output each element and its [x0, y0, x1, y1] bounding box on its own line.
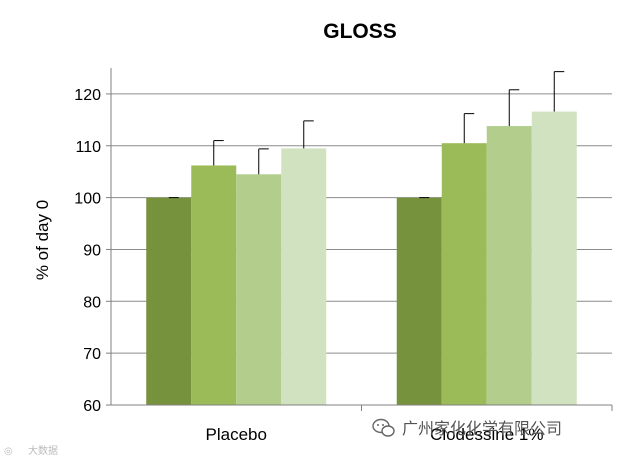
- corner-watermark-text: 大数据: [28, 444, 58, 457]
- y-axis-label: % of day 0: [33, 200, 52, 280]
- y-tick-label: 90: [83, 242, 101, 259]
- y-tick-label: 110: [75, 139, 101, 156]
- y-tick-labels: 60 70 80 90 100 110 120: [74, 87, 101, 415]
- y-tick-label: 100: [74, 191, 101, 208]
- bar: [146, 197, 192, 405]
- corner-logo-icon: ◎: [4, 446, 13, 457]
- y-tick-label: 70: [83, 346, 101, 363]
- bar: [531, 111, 577, 405]
- bar: [191, 165, 237, 405]
- category-labels: Placebo Clodessine 1%: [206, 405, 613, 444]
- y-tick-label: 120: [74, 87, 101, 104]
- wechat-icon: [372, 418, 395, 437]
- watermark: 广州家化化学有限公司: [372, 418, 562, 438]
- bar: [486, 126, 532, 406]
- chart-title: GLOSS: [323, 20, 397, 43]
- y-tick-label: 80: [83, 294, 101, 311]
- y-tick-label: 60: [83, 398, 101, 415]
- bars: [146, 111, 577, 406]
- x-tick-label: Clodessine 1%: [430, 425, 543, 444]
- bar: [441, 143, 487, 405]
- error-bars: [168, 71, 565, 199]
- watermark-text: 广州家化化学有限公司: [402, 419, 562, 438]
- corner-watermark: ◎ 大数据: [4, 444, 58, 457]
- bar: [236, 174, 282, 405]
- bar: [396, 197, 442, 405]
- x-tick-label: Placebo: [206, 425, 267, 444]
- bar: [281, 148, 327, 405]
